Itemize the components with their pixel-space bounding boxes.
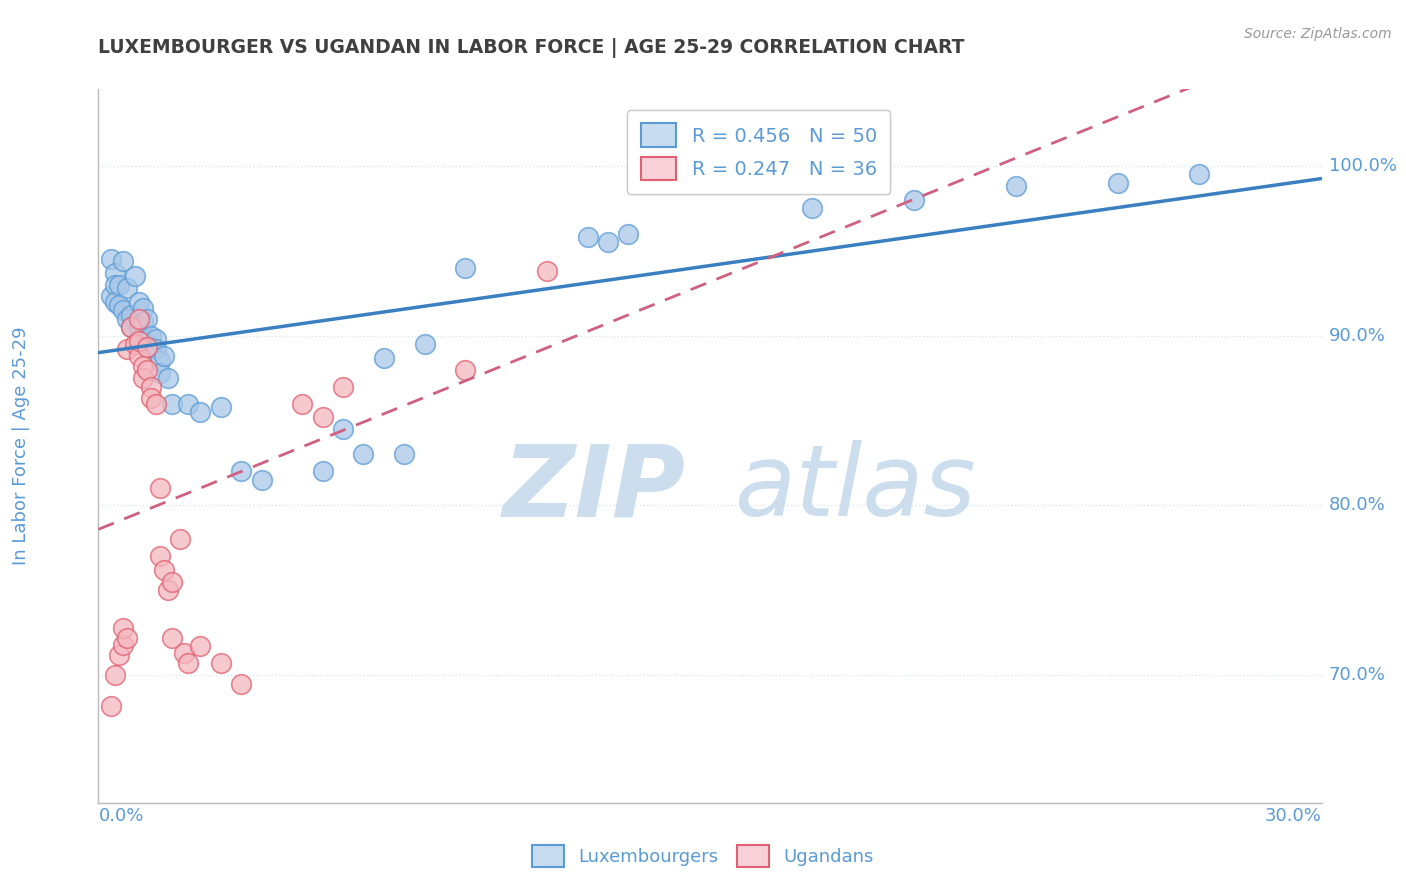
Point: [903, 193, 925, 207]
Text: LUXEMBOURGER VS UGANDAN IN LABOR FORCE | AGE 25-29 CORRELATION CHART: LUXEMBOURGER VS UGANDAN IN LABOR FORCE |…: [98, 38, 965, 58]
Point: [177, 657, 200, 671]
Text: atlas: atlas: [734, 441, 976, 537]
Point: [136, 362, 159, 376]
Point: [156, 371, 179, 385]
Point: [128, 349, 150, 363]
Point: [115, 342, 138, 356]
Text: 90.0%: 90.0%: [1329, 326, 1385, 344]
Text: Source: ZipAtlas.com: Source: ZipAtlas.com: [1244, 27, 1392, 41]
Point: [392, 448, 416, 462]
Point: [156, 583, 179, 598]
Point: [149, 482, 172, 496]
Point: [111, 253, 134, 268]
Text: 30.0%: 30.0%: [1265, 807, 1322, 825]
Point: [124, 269, 146, 284]
Point: [136, 311, 159, 326]
Point: [136, 337, 159, 351]
Point: [141, 328, 163, 343]
Point: [536, 264, 558, 278]
Point: [312, 465, 335, 479]
Point: [145, 396, 167, 410]
Point: [100, 252, 122, 266]
Point: [454, 260, 477, 275]
Point: [152, 349, 174, 363]
Point: [291, 396, 314, 410]
Point: [128, 334, 150, 348]
Point: [312, 410, 335, 425]
Point: [209, 400, 232, 414]
Point: [132, 359, 155, 373]
Point: [160, 396, 183, 410]
Point: [111, 303, 134, 318]
Point: [188, 405, 212, 419]
Point: [128, 332, 150, 346]
Point: [111, 638, 134, 652]
Point: [104, 294, 127, 309]
Text: 100.0%: 100.0%: [1329, 157, 1396, 175]
Point: [141, 341, 163, 355]
Point: [136, 341, 159, 355]
Point: [169, 533, 191, 547]
Text: In Labor Force | Age 25-29: In Labor Force | Age 25-29: [13, 326, 30, 566]
Point: [149, 354, 172, 368]
Point: [111, 621, 134, 635]
Point: [1004, 179, 1026, 194]
Point: [115, 311, 138, 326]
Point: [145, 332, 167, 346]
Text: 80.0%: 80.0%: [1329, 497, 1385, 515]
Point: [454, 362, 477, 376]
Point: [128, 294, 150, 309]
Point: [598, 235, 620, 249]
Point: [1107, 176, 1129, 190]
Point: [149, 366, 172, 380]
Point: [120, 308, 142, 322]
Point: [100, 289, 122, 303]
Point: [576, 230, 599, 244]
Point: [120, 320, 142, 334]
Point: [128, 320, 150, 334]
Point: [231, 465, 253, 479]
Point: [100, 698, 122, 713]
Point: [413, 337, 436, 351]
Point: [120, 320, 142, 334]
Point: [332, 379, 354, 393]
Point: [132, 371, 155, 385]
Point: [231, 677, 253, 691]
Legend: R = 0.456   N = 50, R = 0.247   N = 36: R = 0.456 N = 50, R = 0.247 N = 36: [627, 110, 890, 194]
Point: [173, 646, 195, 660]
Point: [108, 277, 131, 292]
Point: [128, 311, 150, 326]
Point: [617, 227, 640, 241]
Point: [209, 657, 232, 671]
Point: [152, 563, 174, 577]
Legend: Luxembourgers, Ugandans: Luxembourgers, Ugandans: [524, 838, 882, 874]
Point: [108, 298, 131, 312]
Point: [160, 631, 183, 645]
Point: [132, 315, 155, 329]
Point: [108, 648, 131, 662]
Point: [1188, 167, 1211, 181]
Point: [104, 277, 127, 292]
Point: [141, 392, 163, 406]
Point: [145, 342, 167, 356]
Point: [373, 351, 395, 365]
Point: [104, 668, 127, 682]
Point: [141, 379, 163, 393]
Point: [177, 396, 200, 410]
Point: [115, 281, 138, 295]
Text: 0.0%: 0.0%: [98, 807, 143, 825]
Point: [132, 301, 155, 316]
Point: [352, 448, 374, 462]
Point: [188, 640, 212, 654]
Text: ZIP: ZIP: [502, 441, 686, 537]
Point: [149, 549, 172, 564]
Point: [250, 473, 273, 487]
Point: [115, 631, 138, 645]
Point: [801, 201, 824, 215]
Point: [160, 574, 183, 589]
Point: [104, 266, 127, 280]
Text: 70.0%: 70.0%: [1329, 666, 1385, 684]
Point: [332, 422, 354, 436]
Point: [124, 337, 146, 351]
